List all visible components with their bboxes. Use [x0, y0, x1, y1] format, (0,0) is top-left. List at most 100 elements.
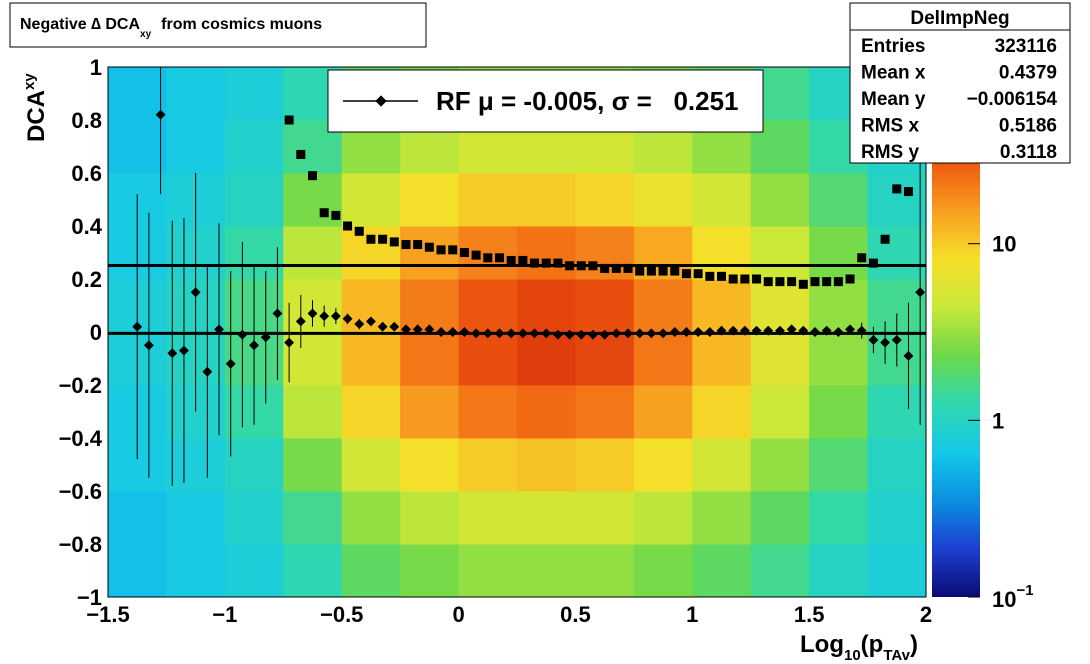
point [634, 328, 645, 339]
point [880, 234, 890, 244]
point [389, 237, 399, 247]
point [728, 274, 738, 284]
heatmap-cell [750, 385, 810, 439]
stats-key: RMS y [861, 142, 920, 163]
y-tick-label: −0.8 [59, 532, 102, 557]
heatmap-cell [692, 438, 752, 492]
heatmap-cell [108, 120, 167, 174]
point [564, 329, 575, 340]
heatmap-cell [400, 332, 460, 386]
heatmap-cell [517, 226, 576, 280]
point [132, 321, 143, 332]
point [331, 210, 341, 220]
point [798, 325, 809, 336]
heatmap-cell [341, 332, 401, 386]
point [354, 226, 364, 236]
heatmap-cell [224, 438, 284, 492]
point [307, 308, 318, 319]
point [517, 328, 528, 339]
heatmap-cell [341, 385, 401, 439]
heatmap-cell [400, 491, 460, 545]
point [541, 258, 551, 268]
heatmap-cell [692, 385, 752, 439]
point [342, 313, 353, 324]
point [786, 324, 797, 335]
point [190, 287, 201, 298]
point [155, 109, 166, 120]
stats-value: 0.4379 [999, 63, 1057, 84]
heatmap-cell [867, 173, 927, 227]
point [447, 327, 458, 337]
heatmap-cell [750, 544, 810, 598]
stats-value: −0.006154 [967, 89, 1058, 110]
heatmap-cell [750, 226, 810, 280]
point [412, 324, 423, 335]
heatmap-cell [575, 385, 635, 439]
point [740, 274, 750, 284]
point [471, 328, 482, 339]
point [482, 328, 493, 339]
point [611, 328, 622, 339]
point [471, 250, 481, 260]
z-tick-exponent: −1 [1016, 582, 1033, 599]
point [646, 266, 656, 276]
point [179, 345, 189, 356]
x-tick-label: −1 [212, 602, 237, 627]
point [693, 269, 703, 279]
point [705, 271, 715, 281]
heatmap-cell [575, 173, 635, 227]
point [518, 255, 528, 265]
point [681, 269, 691, 279]
heatmap-cell [458, 332, 518, 386]
point [903, 187, 913, 197]
heatmap-cell [283, 226, 343, 280]
xlabel-end: ) [910, 631, 918, 658]
heatmap-cell [517, 544, 576, 598]
point [576, 329, 587, 340]
heatmap-cell [224, 491, 284, 545]
point [822, 277, 832, 287]
heatmap-cell [750, 438, 810, 492]
heatmap-cell [517, 491, 576, 545]
point [868, 258, 878, 268]
point [857, 253, 867, 263]
xlabel-sub: 10 [844, 647, 861, 664]
heatmap-cell [400, 438, 460, 492]
point [284, 337, 295, 348]
point [669, 327, 680, 337]
heatmap-cell [692, 173, 752, 227]
point [798, 279, 808, 289]
title-box: Negative ∆ DCAxy from cosmics muons [9, 2, 427, 48]
point [319, 311, 330, 322]
heatmap-cell [517, 332, 576, 386]
point [611, 263, 621, 273]
heatmap-cell [283, 332, 343, 386]
x-tick-label: 2 [920, 602, 932, 627]
point [413, 240, 423, 250]
heatmap-cell [633, 491, 693, 545]
point [436, 245, 446, 255]
heatmap-cell [575, 279, 635, 333]
y-tick-label: 0.4 [71, 214, 102, 239]
point [295, 316, 306, 327]
point [483, 253, 493, 263]
point [681, 327, 692, 337]
y-tick-label: −0.4 [59, 426, 103, 451]
point [600, 263, 610, 273]
plot-frame [107, 66, 927, 598]
heatmap-cell [809, 332, 869, 386]
heatmap-cell [633, 385, 693, 439]
legend: RF μ = -0.005, σ = 0.251 [327, 69, 764, 133]
point [436, 327, 446, 337]
z-tick-base: 10 [992, 587, 1016, 612]
point [260, 332, 271, 343]
point [704, 327, 715, 337]
point [459, 248, 469, 257]
heatmap-cell [458, 385, 518, 439]
point [424, 324, 435, 335]
heatmap-cell [633, 544, 693, 598]
heatmap-cell [809, 438, 869, 492]
heatmap-cell [692, 332, 752, 386]
x-tick-label: 1.5 [794, 602, 825, 627]
